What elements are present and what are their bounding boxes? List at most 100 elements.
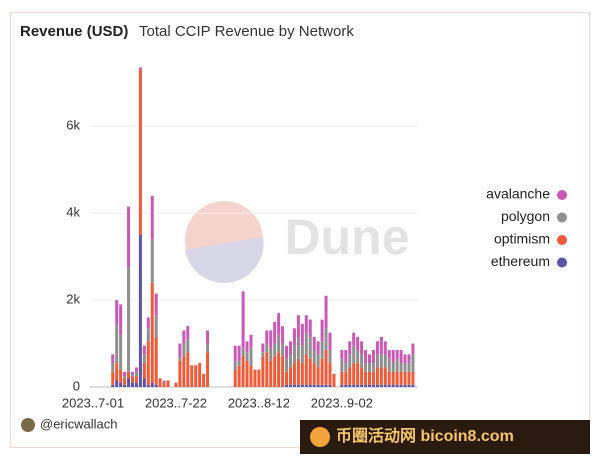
bar-segment (387, 384, 391, 387)
bar-segment (399, 371, 403, 385)
bar-segment (324, 295, 328, 329)
bar-segment (162, 380, 166, 383)
bar-segment (158, 378, 162, 387)
bar-segment (178, 343, 182, 357)
bar-segment (411, 371, 415, 385)
bar-segment (304, 384, 308, 387)
x-tick-label: 2023..9-02 (311, 395, 373, 410)
y-tick-label: 6k (66, 118, 80, 133)
bar-segment (348, 354, 352, 368)
x-tick-label: 2023..8-12 (228, 395, 290, 410)
bar-segment (186, 326, 190, 340)
bar-segment (312, 337, 316, 351)
bar-segment (403, 354, 407, 364)
bar-segment (344, 350, 348, 364)
card (10, 12, 590, 448)
bar-segment (308, 319, 312, 338)
bar-segment (150, 239, 154, 283)
bar-segment (395, 358, 399, 372)
bar-segment (289, 341, 292, 355)
bar-segment (300, 345, 304, 364)
bar-segment (289, 384, 292, 387)
bar-segment (383, 341, 387, 355)
bar-segment (115, 300, 119, 324)
legend-label: optimism (494, 231, 550, 247)
bar-segment (324, 384, 328, 387)
bar-segment (348, 384, 352, 387)
chart-title: Revenue (USD) (20, 23, 128, 40)
bar-segment (154, 337, 158, 385)
bar-segment (328, 384, 332, 387)
bar-segment (344, 363, 348, 372)
bar-segment (411, 354, 415, 372)
bar-segment (292, 384, 296, 387)
bar-segment (375, 384, 379, 387)
bar-segment (245, 341, 249, 353)
bar-segment (186, 339, 190, 353)
bar-segment (344, 371, 348, 385)
bar-segment (142, 345, 146, 355)
bar-segment (233, 369, 237, 387)
bar-segment (348, 341, 352, 355)
bar-segment (308, 358, 312, 385)
bar-segment (391, 350, 395, 364)
bar-segment (360, 367, 364, 385)
bar-segment (407, 371, 411, 385)
bar-segment (289, 367, 292, 385)
bar-segment (206, 330, 210, 344)
bar-segment (304, 315, 308, 333)
bar-segment (356, 350, 360, 364)
legend-label: polygon (501, 208, 550, 224)
bar-segment (403, 371, 407, 385)
bar-segment (411, 343, 415, 355)
banner-icon (310, 427, 330, 447)
bar-segment (403, 363, 407, 372)
bar-segment (249, 334, 253, 348)
bar-segment (300, 323, 304, 346)
bar-segment (273, 343, 277, 357)
bar-segment (332, 373, 336, 387)
bar-segment (340, 371, 344, 385)
bar-segment (368, 354, 371, 364)
bar-segment (178, 356, 182, 361)
bar-segment (131, 376, 134, 383)
bar-segment (111, 363, 115, 372)
bar-segment (127, 378, 131, 387)
bar-segment (391, 363, 395, 372)
bar-segment (277, 313, 281, 335)
bar-segment (146, 341, 150, 385)
bar-segment (154, 293, 158, 316)
bar-segment (360, 384, 364, 387)
banner-bg (300, 420, 590, 454)
bar-segment (368, 371, 371, 385)
bar-segment (312, 350, 316, 364)
bar-segment (261, 352, 265, 357)
bar-segment (387, 350, 391, 359)
bar-segment (395, 384, 399, 387)
bar-segment (237, 345, 241, 361)
bar-segment (261, 343, 265, 353)
bar-segment (174, 382, 178, 387)
bar-segment (146, 317, 150, 329)
bar-segment (269, 360, 273, 387)
bar-segment (352, 332, 356, 346)
bar-segment (348, 367, 352, 385)
bar-segment (134, 371, 138, 377)
bar-segment (375, 341, 379, 355)
bar-segment (198, 363, 202, 387)
bar-segment (138, 67, 142, 70)
bar-segment (111, 371, 115, 385)
bar-segment (186, 352, 190, 387)
bar-segment (131, 371, 134, 374)
bar-segment (399, 363, 403, 372)
bar-segment (281, 326, 285, 344)
bar-segment (233, 360, 237, 370)
bar-segment (340, 384, 344, 387)
bar-segment (407, 384, 411, 387)
bar-segment (296, 315, 300, 338)
author: @ericwallach (40, 416, 118, 431)
bar-segment (292, 328, 296, 346)
bar-segment (316, 341, 320, 355)
bar-segment (249, 365, 253, 387)
bar-segment (111, 384, 115, 387)
